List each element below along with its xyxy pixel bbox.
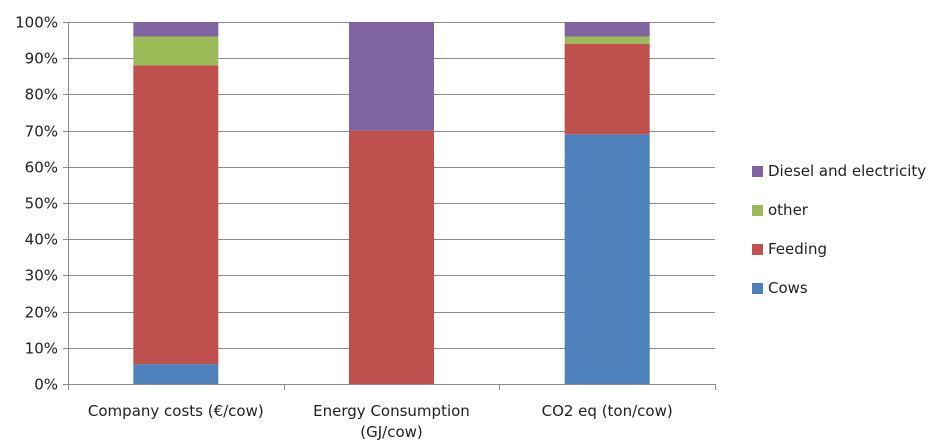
bar-segment-diesel-and-electricity [349, 22, 434, 131]
y-tick-label: 100% [15, 14, 58, 32]
bars [133, 22, 650, 384]
y-tick-label: 0% [34, 376, 58, 394]
category-label: Energy Consumption [313, 402, 470, 420]
y-tick-label: 90% [25, 50, 58, 68]
y-tick-label: 10% [25, 340, 58, 358]
y-tick-label: 40% [25, 231, 58, 249]
bar-segment-feeding [133, 65, 219, 365]
bar-segment-other [133, 36, 219, 66]
legend-swatch [752, 205, 763, 216]
category-label: CO2 eq (ton/cow) [542, 402, 673, 420]
bar-segment-cows [564, 134, 650, 384]
category-label: (GJ/cow) [360, 423, 423, 441]
y-tick-label: 80% [25, 86, 58, 104]
bar-segment-feeding [564, 43, 650, 135]
y-tick-labels: 0% 10% 20% 30% 40% 50% 60% 70% 80% 90% 100% [15, 14, 58, 394]
legend-swatch [752, 166, 763, 177]
legend-label: Diesel and electricity [768, 162, 926, 180]
category-label: Company costs (€/cow) [88, 402, 264, 420]
y-tick-label: 70% [25, 123, 58, 141]
legend-label: other [768, 201, 809, 219]
legend: Diesel and electricity other Feeding Cows [752, 162, 926, 297]
legend-swatch [752, 283, 763, 294]
axes [63, 22, 716, 390]
y-tick-label: 30% [25, 267, 58, 285]
bar-segment-other [564, 36, 650, 44]
legend-label: Cows [768, 279, 808, 297]
bar-segment-diesel-and-electricity [133, 22, 219, 37]
bar-segment-feeding [349, 130, 434, 384]
y-tick-label: 60% [25, 159, 58, 177]
y-tick-label: 20% [25, 304, 58, 322]
bar-segment-cows [133, 364, 219, 384]
y-tick-label: 50% [25, 195, 58, 213]
category-labels: Company costs (€/cow) Energy Consumption (… [88, 402, 673, 441]
legend-swatch [752, 244, 763, 255]
bar-segment-diesel-and-electricity [564, 22, 650, 37]
legend-label: Feeding [768, 240, 827, 258]
